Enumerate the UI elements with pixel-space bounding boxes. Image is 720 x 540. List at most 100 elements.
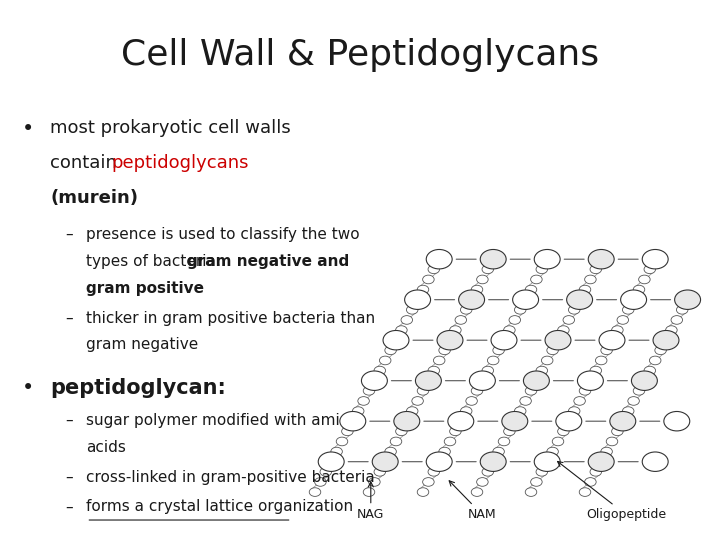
Circle shape: [644, 366, 656, 375]
Circle shape: [590, 366, 602, 375]
Circle shape: [634, 387, 645, 395]
Circle shape: [569, 306, 580, 314]
Circle shape: [353, 407, 364, 415]
Text: gram negative and: gram negative and: [187, 254, 349, 269]
Circle shape: [642, 249, 668, 269]
Circle shape: [623, 407, 634, 415]
Circle shape: [461, 407, 472, 415]
Text: NAM: NAM: [449, 481, 497, 522]
Circle shape: [590, 265, 601, 274]
Circle shape: [384, 346, 396, 355]
Circle shape: [396, 326, 408, 334]
Circle shape: [417, 488, 428, 496]
Circle shape: [320, 468, 331, 476]
Circle shape: [340, 411, 366, 431]
Circle shape: [579, 285, 590, 294]
Circle shape: [588, 452, 614, 471]
Circle shape: [482, 468, 494, 476]
Circle shape: [509, 315, 521, 324]
Text: –: –: [65, 227, 73, 242]
Circle shape: [514, 407, 526, 415]
Circle shape: [601, 447, 612, 456]
Circle shape: [574, 396, 585, 405]
Circle shape: [472, 387, 483, 395]
Circle shape: [642, 452, 668, 471]
Circle shape: [531, 477, 542, 486]
Circle shape: [504, 427, 516, 436]
Circle shape: [492, 447, 504, 456]
Text: (murein): (murein): [50, 189, 138, 207]
Circle shape: [536, 366, 547, 375]
Circle shape: [423, 275, 434, 284]
Text: peptidoglycans: peptidoglycans: [112, 154, 249, 172]
Text: •: •: [22, 119, 34, 139]
Circle shape: [531, 275, 542, 284]
Circle shape: [612, 427, 623, 436]
Circle shape: [448, 411, 474, 431]
Circle shape: [372, 452, 398, 471]
Text: –: –: [65, 470, 73, 485]
Circle shape: [557, 326, 569, 334]
Text: contain: contain: [50, 154, 123, 172]
Circle shape: [579, 387, 590, 395]
Circle shape: [545, 330, 571, 350]
Circle shape: [330, 447, 343, 456]
Circle shape: [482, 366, 494, 375]
Circle shape: [401, 315, 413, 324]
Circle shape: [491, 330, 517, 350]
Circle shape: [520, 396, 531, 405]
Circle shape: [438, 447, 451, 456]
Circle shape: [547, 346, 559, 355]
Text: –: –: [65, 413, 73, 428]
Circle shape: [480, 249, 506, 269]
Circle shape: [536, 468, 547, 476]
Circle shape: [361, 371, 387, 390]
Circle shape: [480, 452, 506, 471]
Circle shape: [390, 437, 402, 446]
Circle shape: [515, 306, 526, 314]
Circle shape: [428, 366, 439, 375]
Circle shape: [610, 411, 636, 431]
Circle shape: [363, 387, 374, 395]
Circle shape: [310, 488, 321, 496]
Circle shape: [426, 452, 452, 471]
Circle shape: [472, 488, 482, 496]
Circle shape: [655, 346, 667, 355]
Circle shape: [395, 427, 407, 436]
Circle shape: [374, 366, 386, 375]
Circle shape: [415, 371, 441, 390]
Circle shape: [523, 371, 549, 390]
Text: Oligopeptide: Oligopeptide: [557, 462, 667, 522]
Text: acids: acids: [86, 440, 126, 455]
Circle shape: [412, 396, 423, 405]
Circle shape: [577, 371, 603, 390]
Circle shape: [526, 387, 537, 395]
Circle shape: [374, 468, 386, 476]
Circle shape: [612, 326, 623, 334]
Text: •: •: [22, 378, 34, 398]
Circle shape: [423, 477, 434, 486]
Circle shape: [438, 346, 451, 355]
Circle shape: [318, 452, 344, 471]
Circle shape: [567, 290, 593, 309]
Circle shape: [644, 265, 655, 274]
Circle shape: [358, 396, 369, 405]
Circle shape: [513, 290, 539, 309]
Circle shape: [471, 285, 482, 294]
Circle shape: [493, 346, 505, 355]
Circle shape: [671, 315, 683, 324]
Circle shape: [455, 315, 467, 324]
Text: gram positive: gram positive: [86, 281, 204, 296]
Circle shape: [585, 275, 596, 284]
Text: most prokaryotic cell walls: most prokaryotic cell walls: [50, 119, 291, 137]
Circle shape: [336, 437, 348, 446]
Circle shape: [482, 265, 494, 274]
Circle shape: [487, 356, 499, 365]
Circle shape: [595, 356, 607, 365]
Circle shape: [379, 356, 391, 365]
Circle shape: [405, 290, 431, 309]
Circle shape: [653, 330, 679, 350]
Circle shape: [601, 346, 612, 355]
Circle shape: [588, 249, 614, 269]
Circle shape: [469, 371, 495, 390]
